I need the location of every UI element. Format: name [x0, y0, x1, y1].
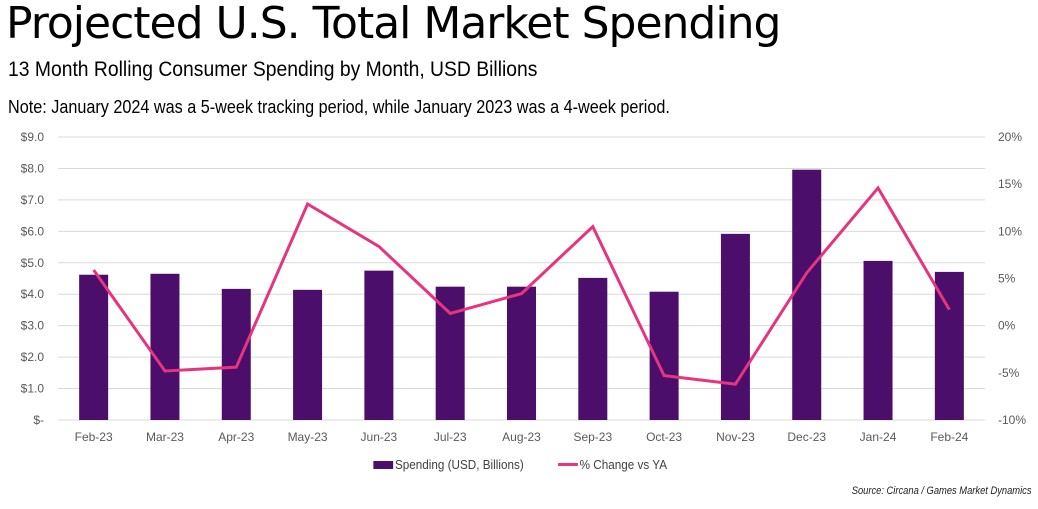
x-tick-label: Mar-23 [146, 430, 184, 444]
left-axis-ticks: $- $1.0 $2.0 $3.0 $4.0 $5.0 $6.0 $7.0 $8.0 $9.0 [21, 130, 45, 427]
x-tick-label: Apr-23 [218, 430, 254, 444]
legend-item-spending: Spending (USD, Billions) [373, 457, 524, 472]
legend-item-change: % Change vs YA [558, 457, 667, 472]
right-tick-label: 0% [998, 319, 1016, 333]
legend: Spending (USD, Billions) % Change vs YA [0, 457, 1038, 472]
left-tick-label: $5.0 [21, 256, 45, 270]
legend-bar-swatch [373, 460, 394, 469]
x-axis-labels: Feb-23 Mar-23 Apr-23 May-23 Jun-23 Jul-23 Aug-… [75, 430, 969, 444]
bar [863, 260, 893, 420]
x-tick-label: Aug-23 [502, 430, 541, 444]
bar [79, 274, 109, 420]
left-tick-label: $2.0 [21, 350, 45, 364]
bar [578, 277, 608, 420]
legend-label-change: % Change vs YA [579, 457, 668, 472]
legend-line-swatch [558, 463, 578, 466]
right-axis-ticks: -10% -5% 0% 5% 10% 15% 20% [998, 130, 1026, 427]
bar [221, 288, 251, 420]
bar [435, 286, 465, 420]
x-tick-label: Oct-23 [646, 430, 682, 444]
x-tick-label: Jan-24 [860, 430, 897, 444]
x-tick-label: Jul-23 [434, 430, 467, 444]
chart-title: Projected U.S. Total Market Spending [6, 0, 781, 49]
left-tick-label: $7.0 [21, 193, 45, 207]
bar [150, 273, 180, 420]
x-tick-label: Jun-23 [361, 430, 398, 444]
bar [507, 286, 536, 420]
percent-change-series [92, 185, 951, 386]
bar [934, 271, 964, 420]
right-tick-label: 20% [998, 130, 1022, 144]
right-tick-label: -10% [998, 413, 1026, 427]
bar [364, 270, 394, 420]
right-tick-label: 15% [998, 177, 1022, 191]
chart-note: Note: January 2024 was a 5-week tracking… [8, 97, 670, 117]
left-tick-label: $9.0 [21, 130, 45, 144]
left-tick-label: $4.0 [21, 287, 45, 301]
legend-label-spending: Spending (USD, Billions) [394, 457, 524, 472]
bar [792, 169, 822, 420]
left-tick-label: $- [33, 413, 44, 427]
x-tick-label: May-23 [288, 430, 328, 444]
x-tick-label: Feb-24 [930, 430, 968, 444]
bar [293, 289, 323, 420]
x-tick-label: Nov-23 [716, 430, 755, 444]
right-tick-label: -5% [998, 366, 1020, 380]
left-tick-label: $3.0 [21, 319, 45, 333]
left-tick-label: $1.0 [21, 382, 45, 396]
chart-subtitle: 13 Month Rolling Consumer Spending by Mo… [8, 58, 538, 81]
right-tick-label: 10% [998, 224, 1022, 238]
source-note: Source: Circana / Games Market Dynamics [852, 485, 1032, 497]
left-tick-label: $6.0 [21, 224, 45, 238]
x-tick-label: Dec-23 [787, 430, 826, 444]
bar [720, 233, 750, 420]
spending-bars [79, 169, 964, 420]
right-tick-label: 5% [998, 272, 1016, 286]
x-tick-label: Sep-23 [573, 430, 612, 444]
x-tick-label: Feb-23 [75, 430, 113, 444]
left-tick-label: $8.0 [21, 161, 45, 175]
